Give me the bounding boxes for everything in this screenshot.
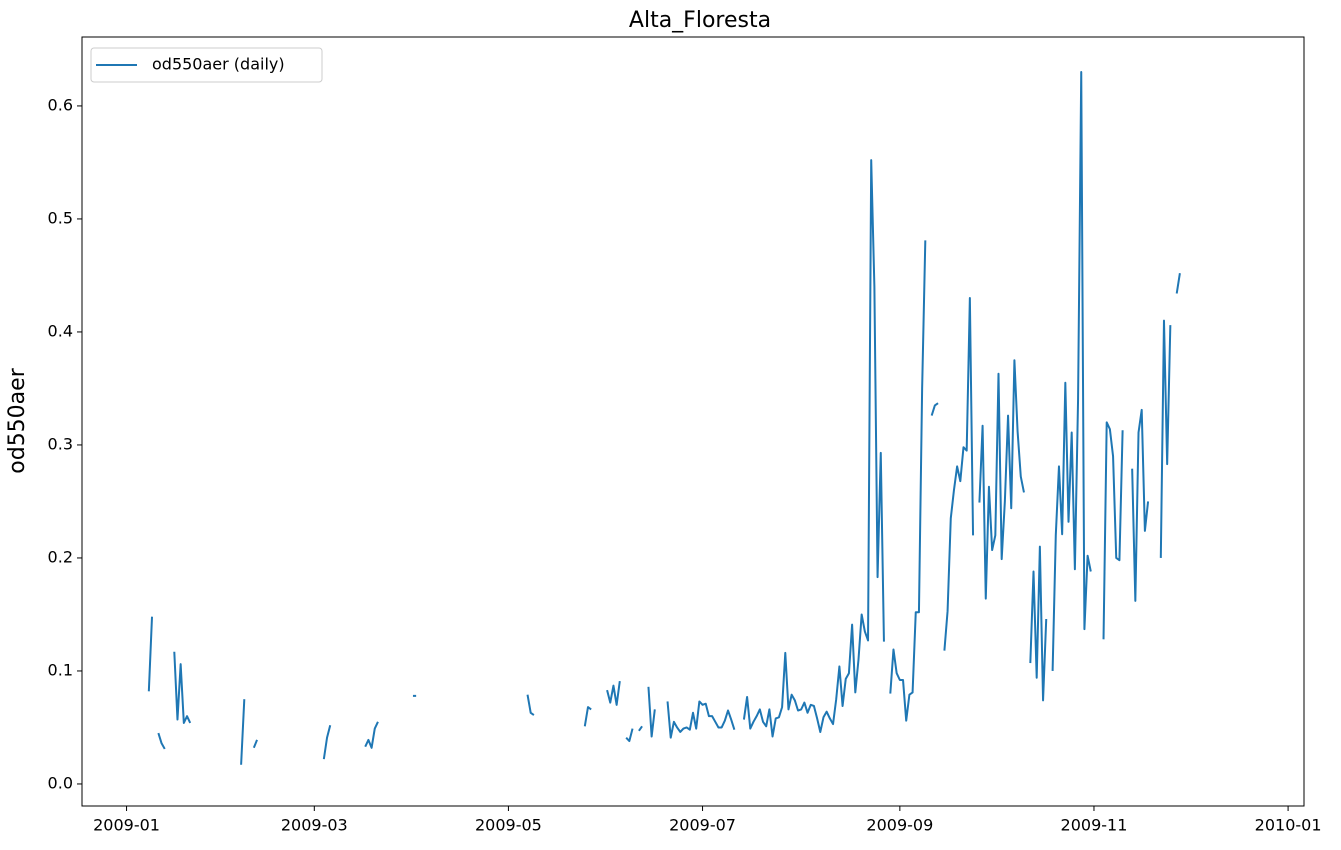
- x-tick-label: 2009-11: [1061, 816, 1128, 835]
- y-tick-label: 0.6: [48, 95, 73, 114]
- y-tick-label: 0.4: [48, 321, 73, 340]
- x-tick-label: 2009-01: [93, 816, 160, 835]
- plot-frame: [81, 36, 1305, 807]
- y-tick-label: 0.1: [48, 660, 73, 679]
- x-tick-label: 2009-07: [669, 816, 736, 835]
- legend-label: od550aer (daily): [152, 55, 285, 74]
- x-tick-label: 2009-03: [281, 816, 348, 835]
- x-tick-label: 2010-01: [1255, 816, 1322, 835]
- data-line: [147, 71, 1181, 765]
- x-tick-label: 2009-09: [866, 816, 933, 835]
- y-tick-label: 0.0: [48, 773, 73, 792]
- chart-title: Alta_Floresta: [629, 8, 771, 33]
- legend-box: [90, 47, 323, 83]
- y-tick-label: 0.3: [48, 434, 73, 453]
- x-tick-label: 2009-05: [475, 816, 542, 835]
- y-axis-label: od550aer: [5, 367, 30, 473]
- y-tick-label: 0.2: [48, 547, 73, 566]
- y-tick-label: 0.5: [48, 208, 73, 227]
